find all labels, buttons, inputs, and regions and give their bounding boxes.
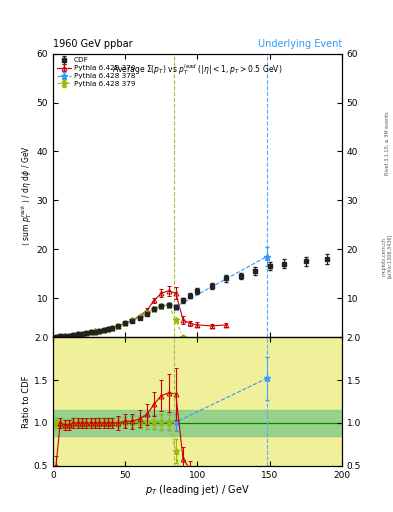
Text: [arXiv:1306.3436]: [arXiv:1306.3436] bbox=[387, 234, 392, 278]
Y-axis label: $\langle$ sum $p_T^{rack}$ $\rangle$ / d$\eta$ d$\phi$ / GeV: $\langle$ sum $p_T^{rack}$ $\rangle$ / d… bbox=[19, 145, 34, 246]
Text: Average $\Sigma(p_T)$ vs $p_T^{lead}$ ($|\eta| < 1$, $p_T > 0.5$ GeV): Average $\Sigma(p_T)$ vs $p_T^{lead}$ ($… bbox=[112, 62, 283, 77]
Text: Underlying Event: Underlying Event bbox=[258, 38, 342, 49]
Text: 1960 GeV ppbar: 1960 GeV ppbar bbox=[53, 38, 133, 49]
Legend: CDF, Pythia 6.428 370, Pythia 6.428 378, Pythia 6.428 379: CDF, Pythia 6.428 370, Pythia 6.428 378,… bbox=[55, 56, 137, 89]
Y-axis label: Ratio to CDF: Ratio to CDF bbox=[22, 375, 31, 428]
Text: Rivet 3.1.10, ≥ 3M events: Rivet 3.1.10, ≥ 3M events bbox=[385, 112, 389, 175]
Text: mcplots.cern.ch: mcplots.cern.ch bbox=[382, 237, 387, 275]
X-axis label: $p_T$ (leading jet) / GeV: $p_T$ (leading jet) / GeV bbox=[145, 482, 250, 497]
